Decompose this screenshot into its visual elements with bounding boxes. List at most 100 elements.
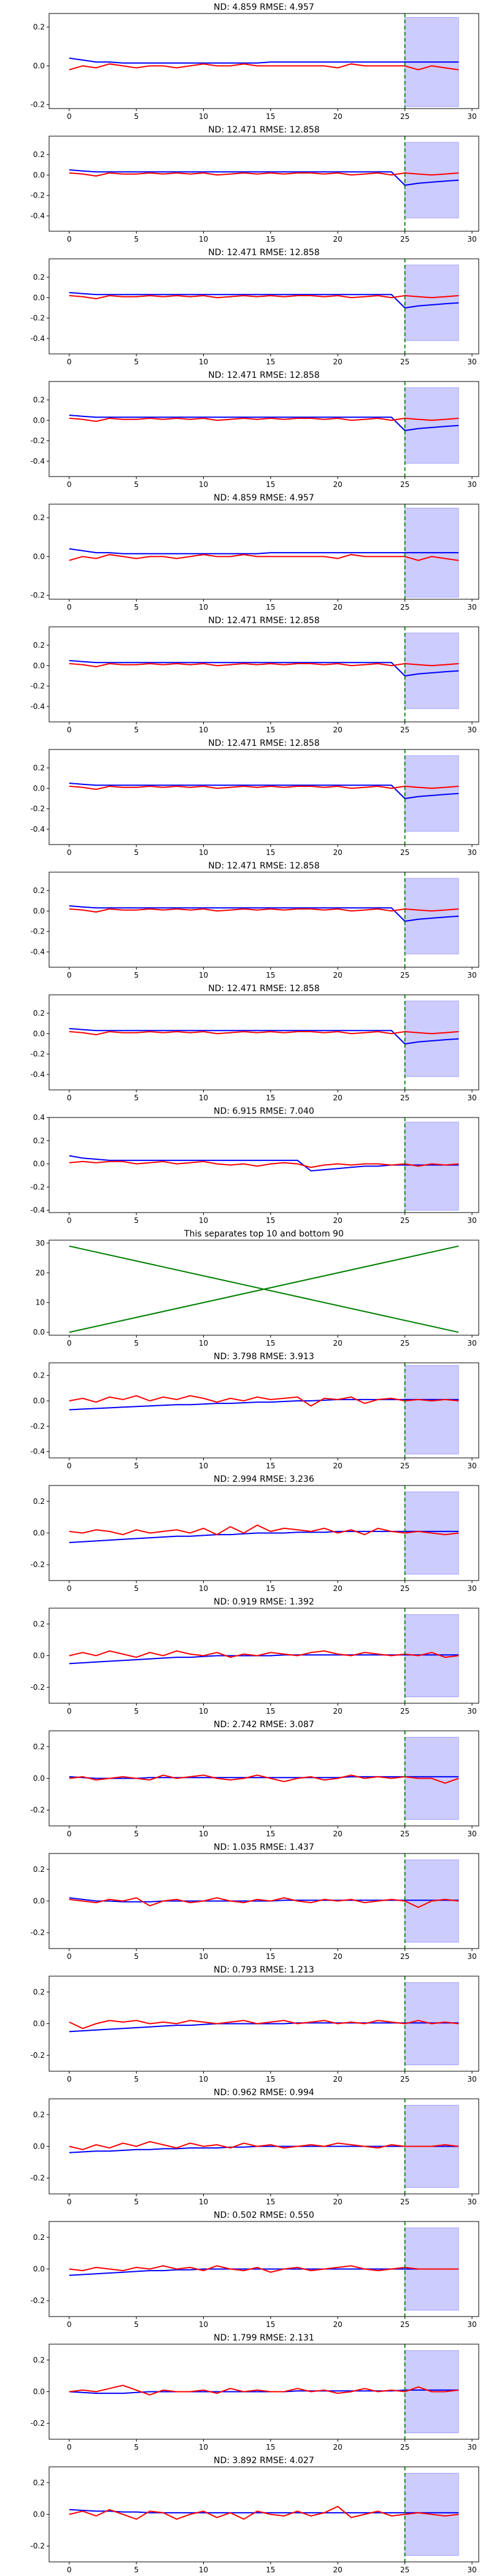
x-tick-label: 0 — [67, 358, 72, 366]
subplot-title: ND: 0.793 RMSE: 1.213 — [214, 1965, 314, 1975]
x-tick-label: 30 — [467, 726, 476, 734]
y-tick-label: -0.2 — [31, 2296, 45, 2305]
x-tick-label: 0 — [67, 235, 72, 243]
axes-frame — [48, 258, 479, 355]
x-tick-label: 15 — [266, 1707, 275, 1715]
y-tick-label: 0.0 — [33, 907, 45, 915]
y-tick-label: -0.4 — [31, 1206, 45, 1214]
x-tick-label: 5 — [134, 1339, 139, 1347]
x-tick-label: 25 — [400, 726, 409, 734]
x-tick-label: 5 — [134, 2075, 139, 2083]
x-tick-label: 30 — [467, 1707, 476, 1715]
subplot-title: ND: 4.859 RMSE: 4.957 — [214, 493, 314, 503]
x-tick-label: 5 — [134, 1707, 139, 1715]
subplot-title: ND: 0.962 RMSE: 0.994 — [214, 2088, 314, 2098]
prediction-band — [404, 1122, 459, 1211]
y-tick-label: 0.0 — [33, 1529, 45, 1538]
x-tick-label: 25 — [400, 480, 409, 489]
x-tick-label: 0 — [67, 2198, 72, 2206]
y-tick-label: -0.2 — [31, 1422, 45, 1430]
subplot: ND: 12.471 RMSE: 12.858 0 5 10 15 20 25 30 -0.4 -… — [31, 861, 479, 979]
series-line — [69, 57, 459, 64]
y-tick-label: 0.0 — [33, 1397, 45, 1405]
y-tick-label: -0.4 — [31, 1070, 45, 1079]
x-tick-label: 0 — [67, 603, 72, 611]
series-line — [69, 169, 459, 186]
x-tick-label: 10 — [199, 2075, 208, 2083]
x-tick-label: 0 — [67, 971, 72, 979]
y-tick-label: 0.2 — [33, 23, 45, 31]
y-tick-label: -0.2 — [31, 1683, 45, 1692]
x-tick-label: 20 — [333, 1462, 342, 1470]
x-tick-label: 20 — [333, 1707, 342, 1715]
x-tick-label: 30 — [467, 1584, 476, 1593]
x-tick-label: 15 — [266, 2320, 275, 2329]
x-tick-label: 10 — [199, 1462, 208, 1470]
x-tick-label: 20 — [333, 726, 342, 734]
x-tick-label: 10 — [199, 1216, 208, 1225]
series-line — [69, 662, 459, 668]
subplot-title: ND: 12.471 RMSE: 12.858 — [208, 984, 320, 994]
x-tick-label: 5 — [134, 2443, 139, 2451]
series-line — [69, 660, 459, 677]
x-tick-label: 5 — [134, 2566, 139, 2574]
x-tick-label: 5 — [134, 603, 139, 611]
subplot-title: ND: 12.471 RMSE: 12.858 — [208, 125, 320, 135]
series-line — [69, 908, 459, 913]
series-line — [69, 63, 459, 71]
series-line — [69, 1524, 459, 1536]
x-tick-label: 20 — [333, 2075, 342, 2083]
x-tick-label: 20 — [333, 1094, 342, 1102]
x-tick-label: 30 — [467, 1952, 476, 1961]
prediction-band — [404, 1000, 459, 1077]
prediction-band — [404, 632, 459, 709]
x-tick-label: 15 — [266, 1952, 275, 1961]
y-tick-label: -0.4 — [31, 1447, 45, 1456]
x-tick-label: 15 — [266, 1462, 275, 1470]
series-line — [69, 2265, 459, 2273]
y-tick-label: -0.2 — [31, 1806, 45, 1814]
y-tick-label: 10 — [36, 1298, 45, 1307]
x-tick-label: 20 — [333, 112, 342, 121]
series-line — [69, 2022, 459, 2033]
x-tick-label: 0 — [67, 1584, 72, 1593]
subplot-title: ND: 2.994 RMSE: 3.236 — [214, 1474, 314, 1484]
y-tick-label: -0.2 — [31, 1183, 45, 1191]
subplot: ND: 3.798 RMSE: 3.913 0 5 10 15 20 25 30 -0.4 -0.… — [31, 1352, 479, 1470]
y-tick-label: 0.2 — [33, 1497, 45, 1506]
x-tick-label: 5 — [134, 358, 139, 366]
x-tick-label: 0 — [67, 2075, 72, 2083]
axes-frame — [48, 626, 479, 723]
y-tick-label: -0.4 — [31, 334, 45, 343]
x-tick-label: 0 — [67, 1216, 72, 1225]
subplot: ND: 0.502 RMSE: 0.550 0 5 10 15 20 25 30 -0.2 0.0… — [31, 2210, 479, 2329]
y-tick-label: 0.2 — [33, 641, 45, 650]
x-tick-label: 0 — [67, 1952, 72, 1961]
subplot: ND: 12.471 RMSE: 12.858 0 5 10 15 20 25 30 -0.4 -… — [31, 248, 479, 366]
y-tick-label: 0.0 — [33, 552, 45, 561]
subplot-title: ND: 2.742 RMSE: 3.087 — [214, 1720, 314, 1730]
y-tick-label: 20 — [36, 1268, 45, 1277]
x-tick-label: 20 — [333, 971, 342, 979]
subplot-title: ND: 0.502 RMSE: 0.550 — [214, 2210, 314, 2220]
axes-frame — [48, 381, 479, 477]
subplot: ND: 1.035 RMSE: 1.437 0 5 10 15 20 25 30 -0.2 0.0… — [31, 1842, 479, 1961]
x-tick-label: 5 — [134, 1952, 139, 1961]
x-tick-label: 0 — [67, 2320, 72, 2329]
series-line — [69, 1650, 459, 1658]
x-tick-label: 0 — [67, 1339, 72, 1347]
subplot: ND: 12.471 RMSE: 12.858 0 5 10 15 20 25 30 -0.4 -… — [31, 125, 479, 243]
x-tick-label: 25 — [400, 1094, 409, 1102]
y-tick-label: 0.0 — [33, 293, 45, 302]
x-tick-label: 15 — [266, 480, 275, 489]
prediction-band — [404, 1365, 459, 1455]
subplot: ND: 1.799 RMSE: 2.131 0 5 10 15 20 25 30 -0.2 0.0… — [31, 2333, 479, 2451]
series-line — [69, 2505, 459, 2520]
series-line — [69, 554, 459, 561]
x-tick-label: 10 — [199, 2320, 208, 2329]
subplot: ND: 12.471 RMSE: 12.858 0 5 10 15 20 25 30 -0.4 -… — [31, 370, 479, 489]
subplot: ND: 12.471 RMSE: 12.858 0 5 10 15 20 25 30 -0.4 -… — [31, 616, 479, 734]
x-tick-label: 5 — [134, 1584, 139, 1593]
subplot: ND: 12.471 RMSE: 12.858 0 5 10 15 20 25 30 -0.4 -… — [31, 984, 479, 1102]
series-line — [69, 172, 459, 177]
